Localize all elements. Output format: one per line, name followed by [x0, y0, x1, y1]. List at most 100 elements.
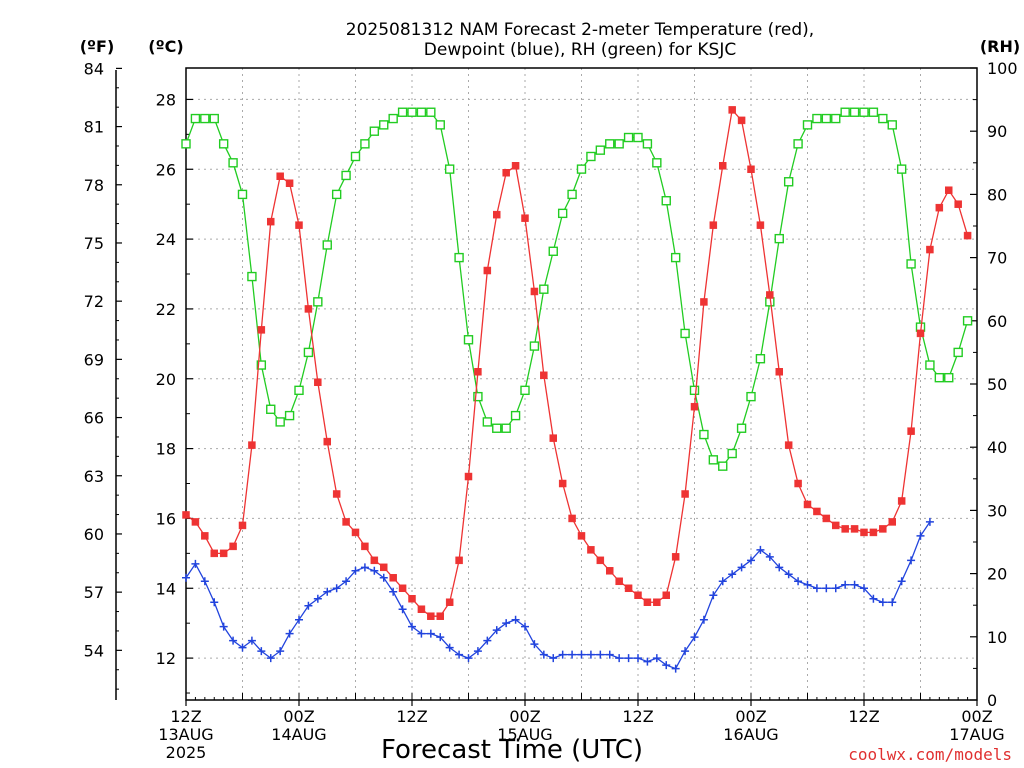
data-point	[181, 139, 191, 149]
x-tick-label: 12Z	[622, 707, 653, 726]
data-point	[295, 615, 303, 624]
data-point	[747, 556, 755, 565]
data-point	[416, 107, 427, 117]
data-point	[256, 360, 267, 370]
data-point	[455, 650, 464, 659]
data-point	[521, 214, 529, 222]
data-point	[755, 354, 766, 364]
data-point	[784, 570, 793, 579]
data-point	[822, 584, 831, 593]
data-point	[719, 162, 727, 170]
celsius-tick-label: 16	[156, 509, 176, 528]
data-point	[427, 612, 435, 620]
data-point	[284, 410, 295, 421]
data-point	[322, 240, 332, 250]
data-point	[257, 326, 266, 334]
data-point	[624, 654, 633, 663]
data-point	[737, 116, 746, 125]
data-point	[313, 297, 323, 307]
data-point	[896, 164, 907, 174]
data-point	[746, 391, 756, 402]
celsius-tick-label: 28	[156, 90, 176, 109]
data-point	[671, 664, 680, 673]
rh-tick-label: 0	[987, 691, 997, 710]
data-point	[379, 573, 388, 582]
data-point	[831, 584, 840, 593]
data-point	[643, 598, 652, 606]
rh-unit-label: (RH)	[980, 37, 1020, 56]
fahrenheit-tick-label: 69	[84, 350, 104, 369]
data-point	[962, 316, 973, 326]
data-point	[463, 335, 474, 345]
x-tick-label: 12Z	[170, 707, 201, 726]
fahrenheit-tick-label: 63	[84, 467, 104, 486]
data-point	[783, 177, 794, 187]
data-point	[624, 584, 633, 593]
data-point	[925, 517, 934, 526]
series-group	[182, 106, 972, 620]
x-tick-label: 14AUG	[271, 725, 326, 744]
data-point	[473, 391, 483, 402]
data-point	[426, 107, 436, 117]
data-point	[209, 113, 219, 124]
data-point	[670, 252, 681, 263]
data-point	[351, 528, 360, 537]
rh-tick-label: 70	[987, 249, 1007, 268]
data-point	[567, 189, 577, 200]
data-point	[482, 417, 493, 427]
data-point	[435, 120, 445, 130]
data-point	[736, 423, 747, 433]
data-point	[916, 329, 925, 338]
data-point	[483, 636, 492, 645]
data-point	[841, 580, 850, 589]
data-point	[370, 556, 379, 565]
data-point	[276, 647, 285, 656]
data-point	[294, 385, 304, 396]
data-point	[766, 291, 774, 299]
data-point	[493, 210, 501, 219]
rh-tick-label: 10	[987, 628, 1007, 647]
data-point	[869, 594, 878, 603]
data-point	[417, 629, 426, 638]
data-point	[483, 266, 492, 275]
data-point	[210, 598, 219, 607]
data-point	[341, 170, 351, 181]
data-point	[350, 151, 361, 162]
data-point	[511, 162, 520, 170]
data-point	[860, 584, 868, 593]
data-point	[907, 556, 916, 565]
data-point	[699, 615, 708, 624]
data-point	[840, 107, 850, 117]
data-point	[935, 203, 944, 212]
data-point	[614, 139, 624, 149]
data-point	[926, 245, 934, 254]
data-point	[794, 577, 803, 586]
data-point	[182, 573, 190, 582]
data-point	[831, 113, 841, 124]
data-point	[389, 574, 397, 582]
data-point	[238, 643, 247, 652]
data-point	[436, 633, 445, 642]
data-point	[634, 591, 642, 599]
data-point	[615, 654, 624, 663]
data-point	[191, 518, 200, 526]
data-point	[219, 622, 228, 631]
data-point	[219, 549, 228, 558]
data-point	[557, 208, 568, 219]
data-point	[849, 107, 860, 117]
data-point	[210, 549, 218, 558]
data-point	[529, 341, 540, 351]
data-point	[342, 577, 351, 586]
series-line	[185, 111, 969, 468]
data-point	[794, 479, 802, 488]
data-point	[662, 591, 670, 599]
data-point	[295, 221, 303, 229]
celsius-tick-label: 26	[156, 160, 176, 179]
credit-text: coolwx.com/models	[848, 745, 1012, 764]
data-point	[351, 566, 360, 575]
data-point	[502, 169, 510, 177]
data-point	[879, 525, 887, 533]
data-point	[558, 650, 567, 659]
rh-tick-label: 40	[987, 438, 1007, 457]
